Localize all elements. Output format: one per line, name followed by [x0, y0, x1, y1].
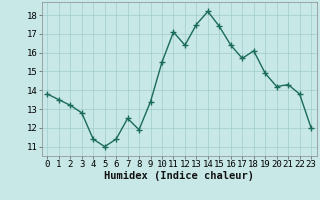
X-axis label: Humidex (Indice chaleur): Humidex (Indice chaleur) — [104, 171, 254, 181]
